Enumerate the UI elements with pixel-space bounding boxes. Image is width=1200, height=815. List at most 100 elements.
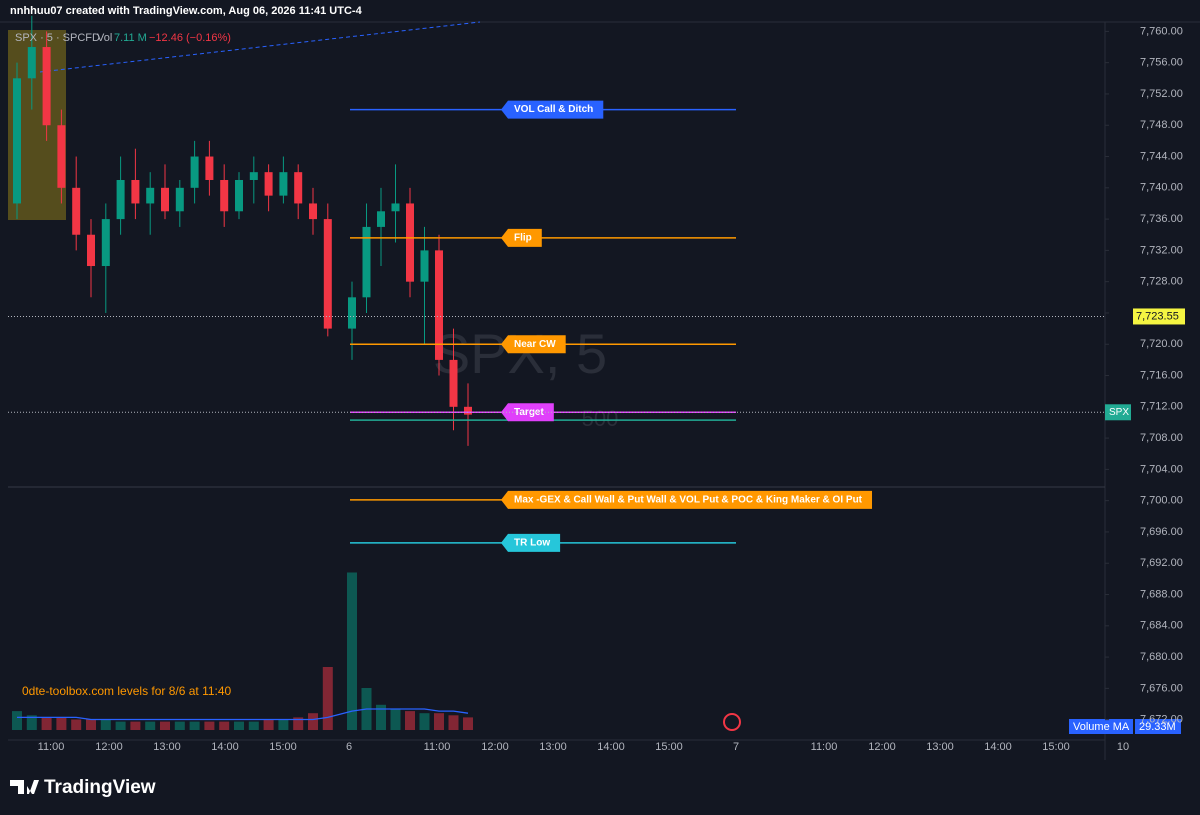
level-tag-bg xyxy=(501,335,566,354)
symbol-tag-label: SPX xyxy=(1109,407,1129,418)
volume-bar xyxy=(160,721,170,730)
volume-bar xyxy=(278,719,289,730)
candle-body xyxy=(205,156,214,180)
candle-body xyxy=(42,47,51,126)
volume-value: 7.11 M xyxy=(114,32,147,44)
volume-ma-line xyxy=(17,708,469,721)
x-tick-label: 10 xyxy=(1117,741,1129,753)
last-price-tag xyxy=(1133,308,1185,325)
brand: TradingView xyxy=(44,777,156,798)
symbol: SPX · 5 · SPCFD xyxy=(15,32,100,44)
volume-bar xyxy=(263,719,274,730)
level-label: Target xyxy=(514,407,544,418)
candle-body xyxy=(279,172,288,196)
volume-bar xyxy=(100,719,111,730)
candle-body xyxy=(264,172,273,196)
y-tick-label: 7,752.00 xyxy=(1140,88,1183,100)
candle-body xyxy=(377,211,385,227)
y-tick-label: 7,708.00 xyxy=(1140,432,1183,444)
y-tick-label: 7,700.00 xyxy=(1140,495,1183,507)
level-tag-bg xyxy=(501,490,873,509)
x-tick-label: 15:00 xyxy=(269,741,297,753)
symbol-tag xyxy=(1105,404,1131,421)
candle-body xyxy=(294,172,303,204)
candle-body xyxy=(435,250,443,360)
candle-body xyxy=(87,234,95,267)
y-tick-label: 7,716.00 xyxy=(1140,369,1183,381)
candle-body xyxy=(57,125,66,188)
y-tick-label: 7,696.00 xyxy=(1140,526,1183,538)
change: −12.46 (−0.16%) xyxy=(149,32,231,44)
x-tick-label: 14:00 xyxy=(597,741,625,753)
level-label: Near CW xyxy=(514,339,556,350)
y-tick-label: 7,688.00 xyxy=(1140,588,1183,600)
level-tag-bg xyxy=(501,533,561,552)
y-tick-label: 7,692.00 xyxy=(1140,557,1183,569)
event-icon[interactable] xyxy=(723,713,741,731)
plot: VOL Call & Ditch Flip Near CW Target Max -GE… xyxy=(8,15,1105,730)
volume-bar xyxy=(71,719,82,730)
volume-bar xyxy=(234,721,244,730)
x-tick-label: 14:00 xyxy=(211,741,239,753)
level-tag: Max -GEX & Call Wall & Put Wall & VOL Pu… xyxy=(501,490,873,509)
level-label: Flip xyxy=(514,233,532,244)
candle-body xyxy=(348,297,356,329)
y-tick-label: 7,748.00 xyxy=(1140,119,1183,131)
y-tick-label: 7,676.00 xyxy=(1140,682,1183,694)
candle-body xyxy=(464,406,472,415)
y-tick-label: 7,732.00 xyxy=(1140,244,1183,256)
volume-bar xyxy=(219,721,230,730)
volume-bar xyxy=(86,719,96,730)
volume-bar xyxy=(448,715,459,730)
watermark-sub: 500 xyxy=(582,406,619,431)
x-tick-label: 12:00 xyxy=(481,741,509,753)
x-tick-label: 13:00 xyxy=(153,741,181,753)
volume-bar xyxy=(293,717,304,730)
x-tick-label: 15:00 xyxy=(1042,741,1070,753)
y-tick-label: 7,704.00 xyxy=(1140,463,1183,475)
volume-bar xyxy=(189,721,200,730)
brand-logo xyxy=(10,780,39,794)
watermark: SPX, 5 xyxy=(433,322,607,385)
candle-body xyxy=(175,187,184,212)
last-price-label: 7,723.55 xyxy=(1136,310,1179,322)
y-tick-label: 7,740.00 xyxy=(1140,182,1183,194)
y-tick-label: 7,672.00 xyxy=(1140,714,1183,726)
volume-ma-label: Volume MA xyxy=(1073,721,1130,733)
footer xyxy=(0,760,1200,815)
x-tick-label: 11:00 xyxy=(424,741,451,753)
y-tick-label: 7,684.00 xyxy=(1140,620,1183,632)
candle-body xyxy=(235,179,243,212)
trend-line xyxy=(39,21,481,73)
candle-body xyxy=(131,179,140,204)
candle-body xyxy=(27,47,36,79)
candle-body xyxy=(146,187,155,204)
level-label: Max -GEX & Call Wall & Put Wall & VOL Pu… xyxy=(514,495,863,506)
volume-label: Vol xyxy=(97,32,112,44)
candle-body xyxy=(406,203,414,282)
volume-bar xyxy=(130,721,141,730)
volume-bar xyxy=(308,713,318,730)
level-label: TR Low xyxy=(514,538,550,549)
x-tick-label: 14:00 xyxy=(984,741,1012,753)
candle-body xyxy=(391,203,400,212)
x-tick-label: 13:00 xyxy=(539,741,567,753)
volume-ma-tag xyxy=(1069,719,1133,734)
volume-bar xyxy=(463,717,473,730)
volume-bar xyxy=(145,721,156,730)
candle-body xyxy=(101,219,110,267)
volume-bar xyxy=(347,572,357,730)
volume-bar xyxy=(390,709,401,730)
candle-body xyxy=(116,179,125,220)
level-label: VOL Call & Ditch xyxy=(514,104,593,115)
volume-bar xyxy=(26,715,37,730)
volume-bar xyxy=(204,721,215,730)
header: nnhhuu07 created with TradingView.com, A… xyxy=(10,5,363,17)
level-tag: Flip xyxy=(501,228,542,247)
volume-bar xyxy=(41,717,52,730)
candle-body xyxy=(309,203,317,220)
x-tick-label: 13:00 xyxy=(926,741,954,753)
candle-body xyxy=(362,226,371,298)
